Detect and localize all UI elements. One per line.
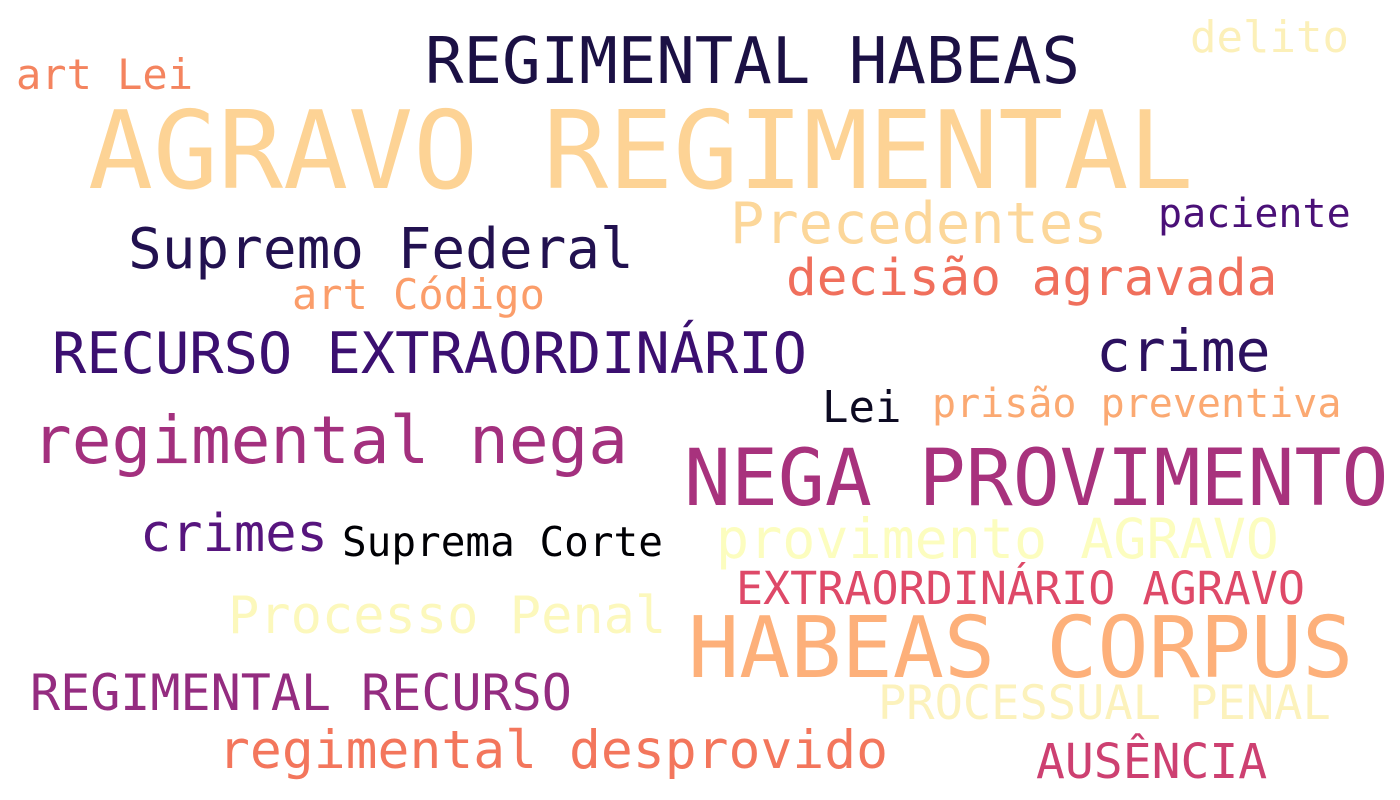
cloud-word-regimental-nega: regimental nega [32, 402, 629, 479]
cloud-word-decisao-agravada: decisão agravada [786, 249, 1278, 308]
cloud-word-habeas-corpus: HABEAS CORPUS [688, 599, 1354, 698]
cloud-word-nega-provimento: NEGA PROVIMENTO [684, 434, 1389, 524]
cloud-word-regimental-desprovido: regimental desprovido [218, 720, 889, 781]
cloud-word-suprema-corte: Suprema Corte [342, 518, 663, 566]
cloud-word-provimento-agravo: provimento AGRAVO [716, 507, 1279, 571]
cloud-word-precedentes: Precedentes [730, 191, 1108, 257]
cloud-word-paciente: paciente [1158, 191, 1351, 237]
cloud-word-regimental-recurso: REGIMENTAL RECURSO [30, 664, 572, 722]
cloud-word-extraordinario-agravo: EXTRAORDINÁRIO AGRAVO [736, 562, 1305, 615]
cloud-word-supremo-federal: Supremo Federal [128, 217, 634, 282]
cloud-word-ausencia: AUSÊNCIA [1036, 734, 1268, 790]
cloud-word-regimental-habeas: REGIMENTAL HABEAS [425, 25, 1081, 99]
cloud-word-agravo-regimental: AGRAVO REGIMENTAL [88, 89, 1194, 214]
cloud-word-art-codigo: art Código [292, 270, 545, 319]
cloud-word-crime: crime [1096, 317, 1271, 385]
cloud-word-processo-penal: Processo Penal [228, 586, 667, 646]
cloud-word-art-lei: art Lei [16, 50, 194, 99]
cloud-word-recurso-extraordinario: RECURSO EXTRAORDINÁRIO [52, 321, 807, 387]
cloud-word-crimes: crimes [140, 504, 328, 564]
cloud-word-lei: Lei [822, 382, 902, 433]
cloud-word-prisao-preventiva: prisão preventiva [932, 381, 1342, 427]
cloud-word-processual-penal: PROCESSUAL PENAL [878, 676, 1331, 731]
cloud-word-delito: delito [1190, 12, 1349, 63]
